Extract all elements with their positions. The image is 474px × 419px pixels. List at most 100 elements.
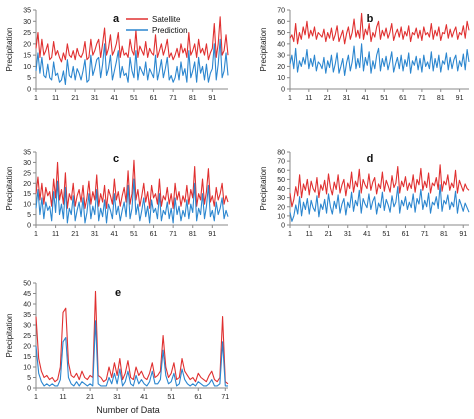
x-tick-label: 51 [380,95,388,102]
y-tick-label: 70 [277,159,285,166]
x-tick-label: 11 [52,231,59,238]
y-tick-label: 20 [277,64,285,71]
x-tick-label: 61 [150,231,158,238]
y-tick-label: 50 [23,281,31,288]
x-tick-label: 81 [440,231,448,238]
x-tick-label: 71 [169,231,177,238]
panel-letter: a [113,13,120,25]
y-tick-label: 20 [23,41,31,48]
x-tick-label: 61 [399,95,407,102]
series-line-prediction [35,320,228,387]
series-line-satellite [35,16,229,63]
y-tick-label: 10 [23,365,31,372]
x-tick-label: 1 [288,95,292,102]
x-tick-label: 1 [34,95,38,102]
series-line-prediction [289,184,470,222]
x-tick-label: 81 [189,95,197,102]
x-tick-label: 81 [437,95,445,102]
x-tick-label: 41 [140,394,148,401]
series-line-prediction [35,178,229,224]
y-tick-label: 50 [277,30,285,37]
y-tick-label: 10 [23,64,31,71]
y-tick-label: 25 [23,30,31,37]
x-tick-label: 11 [52,95,59,102]
y-tick-label: 0 [27,223,31,230]
x-tick-label: 91 [208,231,216,238]
y-tick-label: 15 [23,191,31,198]
y-tick-label: 20 [23,344,31,351]
x-tick-label: 31 [91,95,99,102]
y-tick-label: 30 [277,53,285,60]
x-tick-label: 41 [110,95,118,102]
x-tick-label: 21 [324,95,332,102]
x-tick-label: 21 [71,95,79,102]
panel-letter: d [367,153,374,165]
series-line-satellite [289,12,470,45]
y-tick-label: 60 [277,19,285,26]
legend-satellite-label: Satellite [152,15,181,24]
x-tick-label: 41 [110,231,118,238]
x-tick-label: 61 [150,95,158,102]
y-tick-label: 70 [277,8,285,15]
y-tick-label: 60 [277,168,285,175]
x-tick-label: 21 [86,394,94,401]
x-tick-label: 51 [130,231,138,238]
y-tick-label: 0 [281,87,285,94]
y-axis-label: Precipitation [259,27,268,71]
x-tick-label: 51 [382,231,390,238]
x-tick-label: 51 [167,394,175,401]
y-tick-label: 5 [27,375,31,382]
series-line-satellite [35,159,229,209]
x-tick-label: 91 [459,231,467,238]
y-tick-label: 10 [277,213,285,220]
y-tick-label: 15 [23,53,31,60]
series-line-prediction [289,43,470,77]
x-tick-label: 11 [305,95,312,102]
y-tick-label: 5 [27,75,31,82]
x-tick-label: 71 [418,95,426,102]
series-line-prediction [35,38,229,86]
x-tick-label: 11 [306,231,313,238]
x-tick-label: 31 [113,394,121,401]
x-tick-label: 41 [361,95,369,102]
y-axis-label: Precipitation [5,27,14,71]
y-tick-label: 20 [23,181,31,188]
y-tick-label: 25 [23,333,31,340]
y-tick-label: 35 [23,312,31,319]
x-tick-label: 21 [325,231,333,238]
y-tick-label: 35 [23,150,31,157]
y-axis-label: Precipitation [5,166,14,210]
y-tick-label: 30 [23,19,31,26]
panel-letter: e [115,287,121,299]
y-tick-label: 0 [27,386,31,393]
x-tick-label: 1 [34,394,38,401]
x-tick-label: 31 [343,95,351,102]
panel-letter: b [367,13,374,25]
y-tick-label: 40 [277,186,285,193]
x-tick-label: 71 [169,95,177,102]
y-axis-label: Precipitation [259,166,268,210]
x-tick-label: 1 [288,231,292,238]
y-tick-label: 30 [23,160,31,167]
x-tick-label: 41 [363,231,371,238]
y-tick-label: 20 [277,204,285,211]
x-tick-label: 31 [344,231,352,238]
x-tick-label: 31 [91,231,99,238]
panel-letter: c [113,153,119,165]
y-tick-label: 40 [23,302,31,309]
y-tick-label: 0 [281,223,285,230]
y-tick-label: 25 [23,170,31,177]
y-tick-label: 50 [277,177,285,184]
x-tick-label: 81 [189,231,197,238]
x-axis-label: Number of Data [96,405,160,415]
y-tick-label: 40 [277,41,285,48]
x-tick-label: 61 [194,394,202,401]
y-tick-label: 35 [23,8,31,15]
x-tick-label: 51 [130,95,138,102]
legend-prediction-label: Prediction [152,26,188,35]
x-tick-label: 71 [421,231,429,238]
